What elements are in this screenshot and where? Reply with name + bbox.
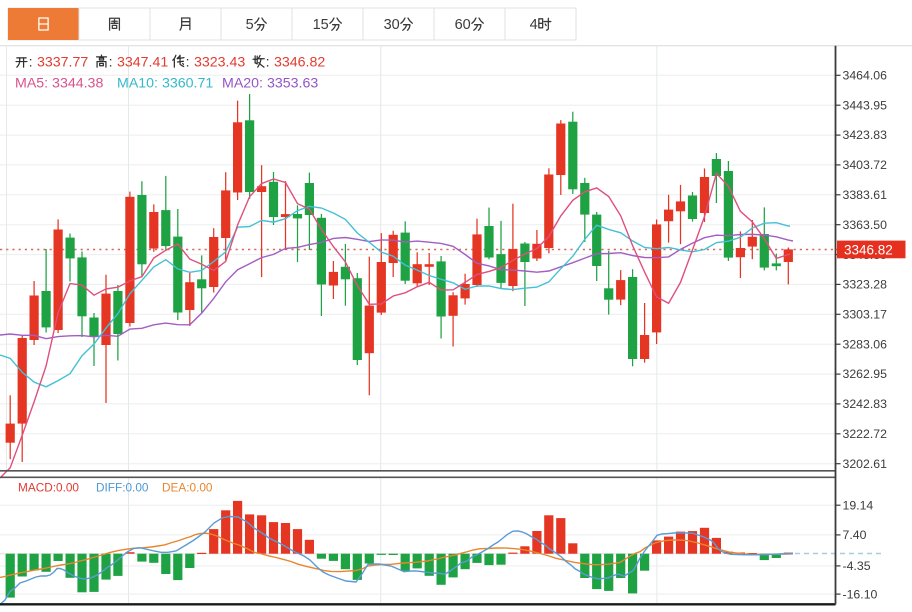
svg-text:3303.17: 3303.17 — [843, 308, 888, 322]
svg-text:MA10: 3360.71: MA10: 3360.71 — [117, 76, 213, 92]
svg-text:3346.82: 3346.82 — [274, 55, 325, 71]
svg-text::: : — [266, 55, 270, 71]
svg-text:3337.77: 3337.77 — [37, 55, 88, 71]
svg-text:15: 15 — [313, 17, 329, 33]
svg-text:MACD:0.00: MACD:0.00 — [18, 481, 79, 495]
svg-text:3347.41: 3347.41 — [117, 55, 168, 71]
svg-text:3323.43: 3323.43 — [194, 55, 245, 71]
svg-text:3323.28: 3323.28 — [843, 278, 888, 292]
svg-text:30: 30 — [384, 17, 400, 33]
svg-text::: : — [109, 55, 113, 71]
svg-text:3443.95: 3443.95 — [843, 98, 888, 112]
svg-text:3262.95: 3262.95 — [843, 367, 888, 381]
svg-text:3283.06: 3283.06 — [843, 337, 888, 351]
svg-text:3403.72: 3403.72 — [843, 158, 888, 172]
svg-text:MA20: 3353.63: MA20: 3353.63 — [222, 76, 318, 92]
svg-text::: : — [29, 55, 33, 71]
svg-text:DEA:0.00: DEA:0.00 — [162, 481, 213, 495]
svg-text:19.14: 19.14 — [843, 498, 874, 512]
svg-text:5: 5 — [246, 17, 254, 33]
svg-text:-4.35: -4.35 — [843, 559, 871, 573]
svg-text:4: 4 — [530, 17, 538, 33]
svg-text:3423.83: 3423.83 — [843, 128, 888, 142]
svg-text:3363.50: 3363.50 — [843, 218, 888, 232]
svg-text:3383.61: 3383.61 — [843, 188, 888, 202]
svg-text:7.40: 7.40 — [843, 528, 867, 542]
svg-text:3242.83: 3242.83 — [843, 397, 888, 411]
svg-text:-16.10: -16.10 — [843, 587, 878, 601]
svg-text:MA5: 3344.38: MA5: 3344.38 — [15, 76, 103, 92]
svg-text:3346.82: 3346.82 — [844, 242, 893, 257]
svg-text:3464.06: 3464.06 — [843, 69, 888, 83]
svg-text:3222.72: 3222.72 — [843, 427, 888, 441]
svg-text::: : — [186, 55, 190, 71]
svg-text:DIFF:0.00: DIFF:0.00 — [96, 481, 149, 495]
svg-text:60: 60 — [455, 17, 471, 33]
svg-text:3202.61: 3202.61 — [843, 457, 888, 471]
